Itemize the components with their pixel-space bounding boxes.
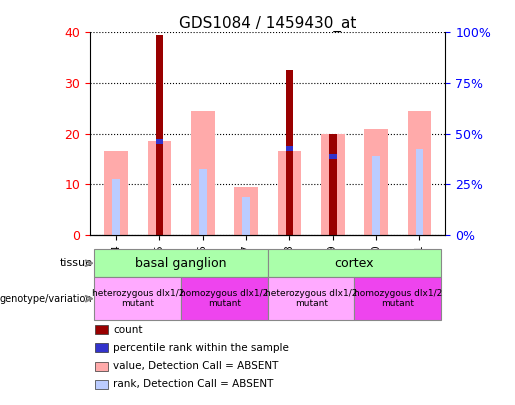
Bar <box>234 187 258 235</box>
Text: count: count <box>113 325 143 335</box>
Bar <box>156 139 163 144</box>
Bar <box>147 141 171 235</box>
Bar <box>278 151 301 235</box>
Text: tissue: tissue <box>59 258 92 268</box>
Bar <box>191 111 215 235</box>
Bar <box>354 277 441 320</box>
Bar <box>285 70 294 235</box>
Bar <box>156 141 163 235</box>
Text: homozygous dlx1/2
mutant: homozygous dlx1/2 mutant <box>180 289 269 308</box>
Text: basal ganglion: basal ganglion <box>135 257 227 270</box>
Bar <box>104 151 128 235</box>
Bar <box>416 149 423 235</box>
Bar <box>181 277 268 320</box>
Text: homozygous dlx1/2
mutant: homozygous dlx1/2 mutant <box>354 289 442 308</box>
Bar <box>199 169 207 235</box>
Bar <box>285 149 294 235</box>
Bar <box>94 249 268 277</box>
Bar <box>329 154 337 159</box>
Bar <box>285 146 294 151</box>
Bar <box>94 277 181 320</box>
Text: heterozygous dlx1/2
mutant: heterozygous dlx1/2 mutant <box>92 289 184 308</box>
Bar <box>268 249 441 277</box>
Bar <box>321 134 345 235</box>
Text: genotype/variation: genotype/variation <box>0 294 92 304</box>
Bar <box>242 197 250 235</box>
Bar <box>329 156 337 235</box>
Text: heterozygous dlx1/2
mutant: heterozygous dlx1/2 mutant <box>265 289 357 308</box>
Bar <box>156 35 163 235</box>
Bar <box>372 156 380 235</box>
Bar <box>364 129 388 235</box>
Title: GDS1084 / 1459430_at: GDS1084 / 1459430_at <box>179 16 356 32</box>
Bar <box>329 134 337 235</box>
Bar <box>268 277 354 320</box>
Text: cortex: cortex <box>335 257 374 270</box>
Text: value, Detection Call = ABSENT: value, Detection Call = ABSENT <box>113 361 279 371</box>
Bar <box>112 179 120 235</box>
Text: rank, Detection Call = ABSENT: rank, Detection Call = ABSENT <box>113 379 273 389</box>
Text: percentile rank within the sample: percentile rank within the sample <box>113 343 289 353</box>
Bar <box>407 111 432 235</box>
